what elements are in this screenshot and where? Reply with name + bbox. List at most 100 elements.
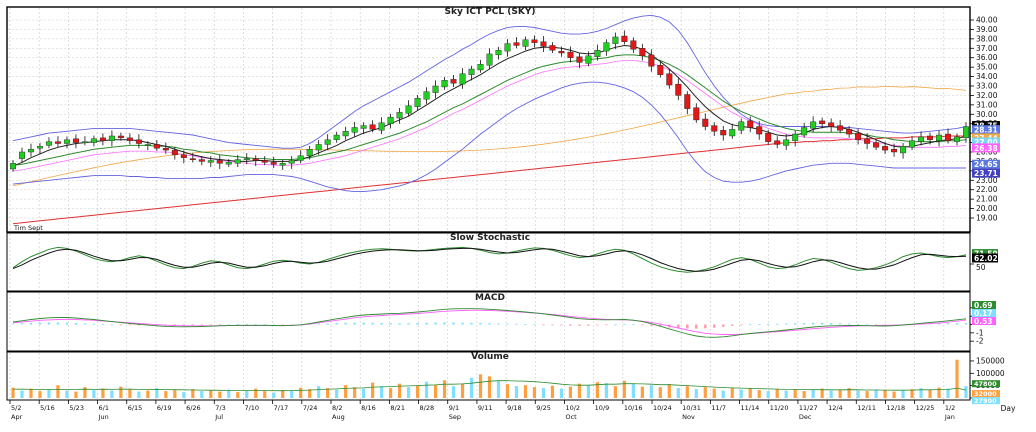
indicator-badge-label: 26.38	[974, 144, 998, 153]
macd-histogram-bar	[749, 324, 752, 326]
date-tick-label: 5/23	[69, 404, 84, 412]
volume-bar	[730, 387, 734, 398]
macd-histogram-bar	[92, 323, 96, 325]
period-label: Day	[1001, 404, 1016, 413]
candle-down	[657, 65, 664, 75]
candle-down	[864, 138, 871, 144]
macd-histogram-bar	[110, 324, 114, 326]
stochastic-badge	[972, 253, 998, 263]
price-tick-label: 32.00	[976, 91, 998, 100]
price-tick-label: 36.00	[976, 53, 998, 62]
month-label: Sep	[449, 413, 461, 421]
candle-down	[189, 158, 196, 161]
candle-down	[630, 40, 637, 50]
macd-histogram-bar	[856, 324, 860, 325]
candle-down	[549, 45, 556, 51]
volume-bar	[353, 387, 357, 398]
candle-up	[432, 85, 439, 93]
macd-histogram-bar	[659, 324, 662, 327]
macd-histogram-bar	[488, 323, 491, 325]
volume-bar	[559, 388, 564, 398]
price-tick-label: 38.00	[976, 34, 998, 43]
macd-histogram-bar	[29, 322, 33, 325]
volume-bar	[362, 388, 366, 398]
macd-histogram-bar	[191, 324, 195, 326]
volume-bar	[110, 390, 114, 398]
candle-up	[459, 73, 466, 85]
volume-bar	[191, 389, 195, 398]
date-tick-label: 12/4	[828, 404, 843, 412]
macd-histogram-bar	[200, 324, 204, 326]
indicator-badge	[972, 137, 1000, 147]
macd-histogram-bar	[362, 322, 365, 325]
candle-up	[936, 134, 943, 141]
candle-up	[19, 151, 25, 159]
volume-bar	[874, 389, 878, 398]
macd-histogram-bar	[623, 324, 626, 325]
candle-down	[369, 124, 376, 130]
stochastic-d-line	[12, 247, 967, 272]
macd-histogram-bar	[65, 322, 69, 325]
volume-bar	[694, 389, 698, 398]
candle-up	[909, 140, 916, 148]
candle-up	[522, 39, 529, 47]
macd-histogram-bar	[74, 323, 78, 325]
macd-histogram-bar	[614, 324, 617, 326]
candle-down	[621, 35, 628, 42]
volume-bar	[496, 380, 501, 398]
candle-up	[144, 144, 151, 146]
macd-histogram-bar	[964, 323, 968, 325]
date-tick-label: 9/11	[478, 404, 493, 412]
volume-bar	[290, 390, 294, 398]
volume-bar	[901, 390, 905, 398]
date-tick-label: 6/19	[157, 404, 172, 412]
candle-up	[423, 91, 430, 100]
volume-bar	[56, 385, 60, 398]
candle-up	[810, 121, 817, 129]
volume-bar	[200, 391, 204, 398]
candle-down	[261, 160, 268, 163]
volume-bar	[568, 386, 573, 398]
volume-bar	[155, 388, 159, 398]
volume-bar	[20, 390, 24, 398]
indicator-badge	[972, 168, 1000, 178]
date-tick-label: 10/9	[595, 404, 610, 412]
macd-histogram-bar	[632, 324, 635, 326]
date-tick-label: 5/2	[11, 404, 21, 412]
volume-badge	[972, 380, 1000, 388]
candle-down	[756, 126, 763, 135]
macd-badge-label: 0.17	[974, 309, 993, 318]
date-tick-label: 11/27	[799, 404, 818, 412]
macd-histogram-bar	[820, 322, 824, 325]
candle-up	[801, 127, 808, 136]
candle-up	[405, 105, 412, 114]
macd-histogram-bar	[497, 323, 500, 325]
date-tick-label: 7/24	[303, 404, 318, 412]
candle-up	[324, 139, 331, 145]
volume-bar	[344, 385, 348, 398]
candle-down	[540, 41, 547, 47]
candle-up	[504, 43, 511, 52]
volume-bar	[721, 390, 725, 398]
candle-up	[90, 138, 97, 143]
volume-bar	[146, 390, 150, 398]
volume-bar	[523, 385, 528, 398]
volume-bar	[74, 391, 78, 398]
stochastic-tick-label: 50	[976, 263, 986, 272]
price-tick-label: 34.00	[976, 72, 998, 81]
volume-bar	[847, 388, 851, 398]
macd-histogram-bar	[101, 324, 105, 325]
candle-up	[900, 146, 907, 154]
candle-up	[225, 162, 232, 165]
candle-up	[297, 155, 304, 161]
candle-up	[27, 148, 34, 153]
volume-bar	[550, 385, 555, 398]
candle-down	[873, 142, 880, 148]
volume-badge-label: 32000	[974, 390, 997, 398]
candle-down	[576, 56, 583, 63]
macd-badge	[972, 309, 996, 317]
candle-down	[270, 162, 277, 165]
macd-badge-label: 0.53	[974, 317, 993, 326]
candle-down	[54, 141, 61, 144]
